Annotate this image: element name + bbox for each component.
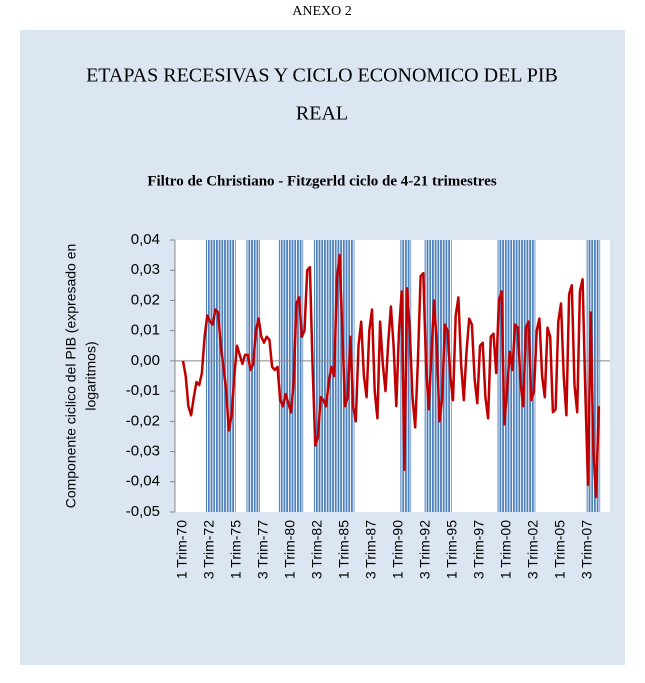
recession-band <box>246 240 260 512</box>
heading: ETAPAS RECESIVAS Y CICLO ECONOMICO DEL P… <box>86 65 558 87</box>
heading: REAL <box>296 103 348 125</box>
y-label: logaritmos) <box>83 341 99 410</box>
x-tick-group: 3 Trim-92 <box>417 520 433 579</box>
x-tick-group: 1 Trim-95 <box>444 520 460 579</box>
x-tick-label: 1 Trim-85 <box>336 520 352 579</box>
x-tick-label: 3 Trim-72 <box>201 520 217 579</box>
x-tick-label: 1 Trim-70 <box>174 520 190 579</box>
y-tick-label: -0,03 <box>126 443 160 460</box>
x-tick-group: 1 Trim-90 <box>390 520 406 579</box>
x-tick-label: 3 Trim-77 <box>255 520 271 579</box>
y-tick-label: 0,03 <box>131 261 160 278</box>
x-tick-label: 3 Trim-82 <box>309 520 325 579</box>
x-tick-group: 3 Trim-02 <box>525 520 541 579</box>
x-tick-label: 3 Trim-92 <box>417 520 433 579</box>
x-tick-label: 1 Trim-80 <box>282 520 298 579</box>
data-line <box>181 253 601 499</box>
header: ANEXO 2 <box>292 4 352 19</box>
y-label: Componente ciclico del PIB (expresado en <box>63 244 79 509</box>
x-tick-label: 1 Trim-95 <box>444 520 460 579</box>
x-tick-label: 3 Trim-02 <box>525 520 541 579</box>
x-tick-group: 1 Trim-80 <box>282 520 298 579</box>
x-tick-group: 1 Trim-75 <box>228 520 244 579</box>
x-tick-group: 1 Trim-85 <box>336 520 352 579</box>
x-tick-group: 1 Trim-00 <box>498 520 514 579</box>
y-tick-label: 0,04 <box>131 231 160 248</box>
x-tick-group: 3 Trim-72 <box>201 520 217 579</box>
x-tick-label: 1 Trim-75 <box>228 520 244 579</box>
y-tick-label: -0,02 <box>126 412 160 429</box>
x-tick-group: 3 Trim-77 <box>255 520 271 579</box>
chart-title: Filtro de Christiano - Fitzgerld ciclo d… <box>147 173 497 189</box>
y-tick-label: 0,02 <box>131 291 160 308</box>
x-tick-label: 1 Trim-90 <box>390 520 406 579</box>
x-tick-label: 1 Trim-05 <box>552 520 568 579</box>
x-tick-label: 3 Trim-87 <box>363 520 379 579</box>
x-tick-group: 3 Trim-87 <box>363 520 379 579</box>
recession-band <box>278 240 304 512</box>
x-tick-group: 3 Trim-82 <box>309 520 325 579</box>
x-tick-label: 3 Trim-07 <box>579 520 595 579</box>
y-tick-label: 0,00 <box>131 352 160 369</box>
x-tick-group: 1 Trim-70 <box>174 520 190 579</box>
y-tick-label: -0,01 <box>126 382 160 399</box>
x-tick-label: 3 Trim-97 <box>471 520 487 579</box>
x-tick-label: 1 Trim-00 <box>498 520 514 579</box>
recession-band <box>205 240 236 512</box>
x-tick-group: 1 Trim-05 <box>552 520 568 579</box>
y-tick-label: 0,01 <box>131 322 160 339</box>
y-tick-label: -0,05 <box>126 503 160 520</box>
x-tick-group: 3 Trim-07 <box>579 520 595 579</box>
y-tick-label: -0,04 <box>126 473 160 490</box>
x-tick-group: 3 Trim-97 <box>471 520 487 579</box>
